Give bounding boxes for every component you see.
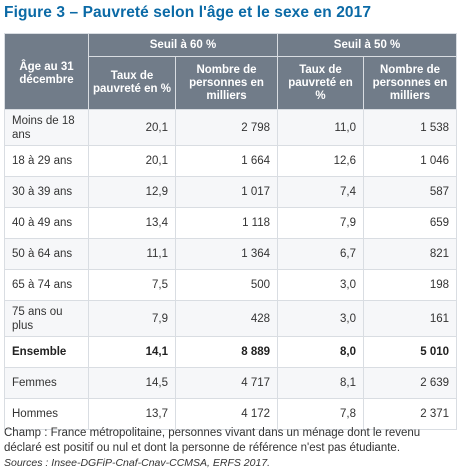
cell-rate-60: 13,7	[88, 398, 176, 430]
figure-title: Figure 3 – Pauvreté selon l'âge et le se…	[4, 4, 372, 21]
cell-count-60: 8 889	[174, 336, 279, 368]
cell-rate-60: 7,5	[88, 269, 176, 301]
cell-count-60: 4 717	[174, 367, 279, 399]
cell-rate-50: 7,4	[277, 176, 365, 208]
cell-count-60: 1 118	[174, 207, 279, 239]
group-header-60: Seuil à 60 %	[87, 33, 279, 57]
table-row: 30 à 39 ans 12,9 1 017 7,4 587	[4, 176, 458, 208]
cell-count-50: 659	[363, 207, 458, 239]
row-label: 40 à 49 ans	[4, 207, 89, 239]
cell-count-60: 428	[174, 300, 279, 337]
row-label: 65 à 74 ans	[4, 269, 89, 301]
cell-rate-50: 7,9	[277, 207, 365, 239]
subheader-count-50: Nombre de personnes en milliers	[363, 56, 458, 110]
cell-rate-50: 3,0	[277, 269, 365, 301]
cell-count-50: 587	[363, 176, 458, 208]
sources-note: Sources : Insee-DGFiP-Cnaf-Cnav-CCMSA, E…	[4, 457, 271, 469]
cell-count-60: 2 798	[174, 109, 279, 146]
cell-rate-60: 13,4	[88, 207, 176, 239]
subheader-rate-60: Taux de pauvreté en %	[88, 56, 176, 110]
table-row: Femmes 14,5 4 717 8,1 2 639	[4, 367, 458, 399]
group-header-50: Seuil à 50 %	[277, 33, 458, 57]
table-row: 50 à 64 ans 11,1 1 364 6,7 821	[4, 238, 458, 270]
cell-rate-50: 8,0	[277, 336, 365, 368]
cell-count-60: 1 017	[174, 176, 279, 208]
row-label: Ensemble	[4, 336, 89, 368]
cell-rate-60: 14,5	[88, 367, 176, 399]
cell-count-50: 2 371	[363, 398, 458, 430]
cell-rate-60: 11,1	[88, 238, 176, 270]
cell-rate-60: 12,9	[88, 176, 176, 208]
cell-rate-60: 14,1	[88, 336, 176, 368]
table-body: Moins de 18 ans 20,1 2 798 11,0 1 538 18…	[4, 109, 458, 430]
poverty-table: Âge au 31 décembre Seuil à 60 % Seuil à …	[4, 33, 458, 430]
table-header: Âge au 31 décembre Seuil à 60 % Seuil à …	[4, 33, 458, 110]
table-row: 65 à 74 ans 7,5 500 3,0 198	[4, 269, 458, 301]
cell-count-60: 500	[174, 269, 279, 301]
cell-rate-50: 7,8	[277, 398, 365, 430]
table-row: 40 à 49 ans 13,4 1 118 7,9 659	[4, 207, 458, 239]
row-label: 30 à 39 ans	[4, 176, 89, 208]
cell-count-50: 5 010	[363, 336, 458, 368]
cell-rate-50: 3,0	[277, 300, 365, 337]
cell-count-50: 161	[363, 300, 458, 337]
cell-rate-50: 11,0	[277, 109, 365, 146]
cell-rate-50: 12,6	[277, 145, 365, 177]
subheader-rate-50: Taux de pauvreté en %	[277, 56, 365, 110]
cell-rate-50: 8,1	[277, 367, 365, 399]
row-label: Hommes	[4, 398, 89, 430]
cell-rate-60: 7,9	[88, 300, 176, 337]
scope-note: Champ : France métropolitaine, personnes…	[4, 427, 421, 454]
table-row-total: Ensemble 14,1 8 889 8,0 5 010	[4, 336, 458, 368]
cell-count-50: 821	[363, 238, 458, 270]
row-header-age: Âge au 31 décembre	[4, 33, 89, 110]
table-row: Moins de 18 ans 20,1 2 798 11,0 1 538	[4, 109, 458, 146]
row-label: Moins de 18 ans	[4, 109, 89, 146]
row-label: Femmes	[4, 367, 89, 399]
cell-rate-60: 20,1	[88, 145, 176, 177]
subheader-count-60: Nombre de personnes en milliers	[174, 56, 279, 110]
row-label: 50 à 64 ans	[4, 238, 89, 270]
cell-count-60: 4 172	[174, 398, 279, 430]
poverty-table-container: Âge au 31 décembre Seuil à 60 % Seuil à …	[4, 33, 458, 430]
row-label: 18 à 29 ans	[4, 145, 89, 177]
cell-rate-50: 6,7	[277, 238, 365, 270]
cell-rate-60: 20,1	[88, 109, 176, 146]
table-row: 75 ans ou plus 7,9 428 3,0 161	[4, 300, 458, 337]
cell-count-50: 1 046	[363, 145, 458, 177]
cell-count-50: 2 639	[363, 367, 458, 399]
cell-count-50: 1 538	[363, 109, 458, 146]
table-row: 18 à 29 ans 20,1 1 664 12,6 1 046	[4, 145, 458, 177]
cell-count-60: 1 364	[174, 238, 279, 270]
row-label: 75 ans ou plus	[4, 300, 89, 337]
cell-count-50: 198	[363, 269, 458, 301]
table-row: Hommes 13,7 4 172 7,8 2 371	[4, 398, 458, 430]
cell-count-60: 1 664	[174, 145, 279, 177]
